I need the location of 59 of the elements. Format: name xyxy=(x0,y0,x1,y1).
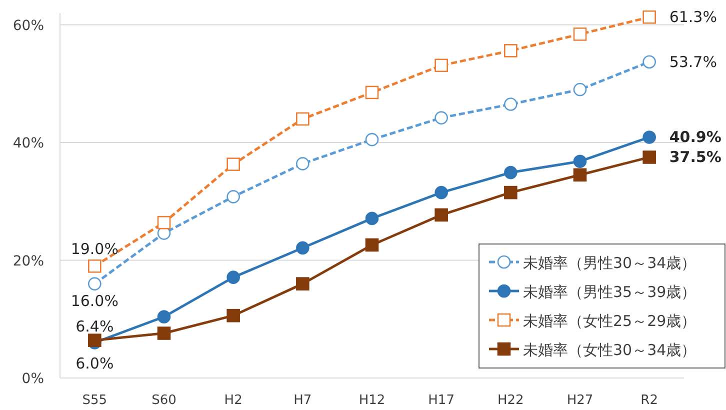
x-tick-label: H27 xyxy=(566,393,594,408)
point xyxy=(226,190,240,204)
x-tick-label: H7 xyxy=(294,393,312,408)
point xyxy=(157,216,171,230)
point xyxy=(296,157,310,170)
point xyxy=(642,130,656,144)
point xyxy=(365,238,379,252)
point xyxy=(642,10,656,24)
x-tick-label: H22 xyxy=(498,393,524,408)
data-label: 6.4% xyxy=(76,317,114,336)
point xyxy=(88,334,102,347)
point xyxy=(226,270,240,284)
legend-label: 未婚率（女性30～34歳） xyxy=(523,341,696,359)
x-tick-label: R2 xyxy=(640,393,658,408)
point xyxy=(504,186,518,200)
point xyxy=(365,86,379,100)
point xyxy=(573,168,587,182)
point xyxy=(434,58,448,72)
x-tick-label: S55 xyxy=(82,393,108,408)
point xyxy=(642,55,656,69)
point xyxy=(88,259,102,273)
point xyxy=(296,112,310,126)
point xyxy=(226,308,240,322)
point xyxy=(573,154,587,168)
y-tick-label: 60% xyxy=(12,18,44,34)
data-label: 37.5% xyxy=(669,148,722,166)
x-tick-label: S60 xyxy=(152,393,176,408)
data-label: 6.0% xyxy=(76,354,114,373)
point xyxy=(226,158,240,171)
y-tick-label: 0% xyxy=(22,371,44,387)
point xyxy=(365,212,379,226)
y-tick-label: 20% xyxy=(12,253,44,270)
point xyxy=(157,326,171,340)
y-tick-label: 40% xyxy=(12,136,44,152)
x-tick-label: H2 xyxy=(224,393,242,408)
legend-label: 未婚率（男性35～39歳） xyxy=(523,283,696,301)
point xyxy=(434,208,448,222)
point xyxy=(573,82,587,96)
point xyxy=(434,186,448,200)
point xyxy=(157,310,171,324)
point xyxy=(88,277,102,290)
x-tick-label: H12 xyxy=(358,393,386,408)
point xyxy=(573,28,587,41)
point xyxy=(296,241,310,255)
point xyxy=(296,277,310,290)
legend-label: 未婚率（女性25～29歳） xyxy=(523,312,696,330)
data-label: 53.7% xyxy=(669,52,717,71)
data-label: 40.9% xyxy=(669,128,722,146)
data-label: 19.0% xyxy=(70,240,118,258)
point xyxy=(642,150,656,164)
x-tick-label: H17 xyxy=(428,393,454,408)
data-label: 16.0% xyxy=(70,292,118,310)
point xyxy=(504,98,518,111)
point xyxy=(365,132,379,146)
data-label: 61.3% xyxy=(669,8,717,26)
point xyxy=(504,44,518,58)
point xyxy=(434,111,448,124)
legend-label: 未婚率（男性30～34歳） xyxy=(523,254,696,272)
point xyxy=(504,166,518,180)
